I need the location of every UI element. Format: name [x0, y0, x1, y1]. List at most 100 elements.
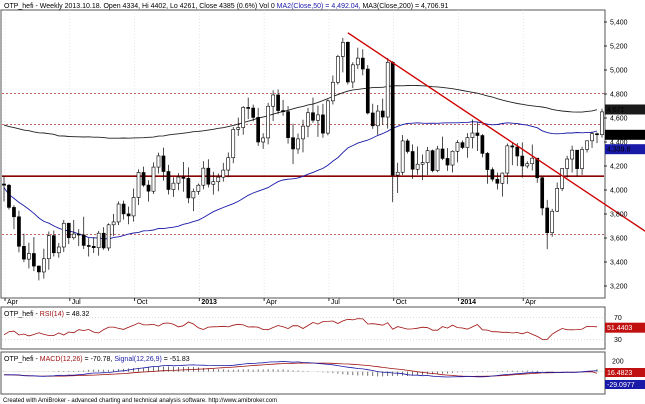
quote-info: - Weekly 2013.10.18. Open 4334, Hi 4402,…	[34, 3, 277, 10]
candle	[176, 173, 181, 191]
candle-body-up	[555, 188, 559, 212]
x-tick-label: Oct	[137, 299, 148, 306]
x-tick-label: Apr	[7, 299, 19, 306]
candle-body-down	[390, 62, 395, 176]
trendline-layer	[347, 32, 645, 232]
candle-body-up	[385, 62, 390, 118]
ma200-line	[3, 85, 598, 139]
candle	[331, 75, 335, 105]
candle-body-up	[350, 64, 355, 83]
candle	[191, 188, 196, 212]
candle	[346, 41, 350, 85]
candle-body-up	[341, 41, 345, 57]
x-tick-label: 2013	[201, 299, 217, 306]
candle	[151, 162, 156, 194]
candle-body-up	[96, 232, 101, 249]
candle-body-down	[12, 207, 16, 218]
candle	[311, 97, 315, 123]
candle	[495, 172, 500, 190]
candle-body-up	[336, 56, 340, 83]
candle-body-up	[565, 158, 569, 169]
candle	[181, 162, 186, 192]
candle	[76, 229, 81, 247]
candle	[395, 162, 400, 193]
candle	[12, 205, 16, 230]
candle-body-down	[545, 207, 550, 234]
candle-body-down	[311, 112, 315, 121]
candle-body-down	[286, 111, 290, 138]
candle-body-up	[261, 137, 265, 143]
rsi-panel-frame	[0, 306, 606, 350]
candle-body-down	[141, 172, 146, 186]
candle-body-up	[590, 133, 594, 142]
candle	[370, 103, 375, 129]
candle-body-down	[121, 203, 126, 215]
chart-title: OTP_hefi - Weekly 2013.10.18. Open 4334,…	[4, 3, 448, 10]
candle-body-down	[430, 150, 435, 171]
candle	[22, 233, 26, 263]
rsi-value-badge: 51.4403	[607, 325, 632, 332]
y-tick-label: 4,800	[610, 92, 628, 99]
candle	[560, 168, 564, 191]
candle	[156, 152, 161, 174]
rsi-title: OTP_hefi - RSI(14) = 48.32	[4, 311, 90, 318]
candle	[365, 65, 370, 115]
candle	[276, 89, 280, 115]
candle-body-down	[2, 183, 6, 186]
macd-value-badge: 16.4823	[607, 370, 632, 377]
candle	[525, 161, 530, 169]
rsi-line	[3, 318, 598, 340]
candle-body-down	[161, 155, 166, 172]
candle	[211, 171, 216, 195]
candle-body-up	[47, 235, 51, 260]
candle	[375, 105, 380, 135]
candle-body-down	[76, 233, 81, 236]
candle-body-down	[246, 107, 251, 109]
candle	[530, 144, 535, 171]
candle-body-up	[56, 246, 61, 254]
candle-body-down	[81, 234, 86, 246]
candle	[291, 123, 295, 165]
candle-body-up	[27, 253, 31, 260]
rsi-tick-label: 30	[614, 337, 622, 344]
candle-body-up	[216, 176, 221, 183]
candle	[166, 164, 171, 195]
candle	[301, 119, 305, 153]
candle-body-up	[326, 100, 330, 134]
candle-body-up	[355, 57, 360, 66]
rsi-indicator: RSI(14)	[40, 311, 64, 318]
candle	[186, 167, 191, 204]
candle	[565, 155, 569, 178]
signal-value-badge: -29.0977	[607, 382, 635, 389]
candle	[106, 223, 111, 251]
candle	[86, 238, 91, 257]
candle	[316, 105, 320, 137]
candle	[415, 146, 420, 175]
candle-body-down	[440, 148, 445, 159]
candle	[425, 146, 430, 176]
candle	[475, 122, 480, 151]
candle	[435, 145, 440, 173]
candle-body-up	[560, 168, 564, 189]
candle-body-up	[570, 149, 574, 160]
candle-body-up	[415, 163, 420, 170]
candle	[535, 157, 540, 183]
candle-body-up	[455, 142, 460, 152]
candle-body-down	[321, 114, 325, 134]
candle	[141, 166, 146, 187]
candle	[27, 242, 31, 269]
candle-body-down	[37, 265, 41, 273]
candle-body-up	[226, 157, 231, 171]
macd-value-badge-bg	[605, 368, 645, 377]
y-tick-label: 5,000	[610, 68, 628, 75]
y-tick-label: 3,800	[610, 212, 628, 219]
candle	[216, 173, 221, 192]
candle	[485, 151, 490, 184]
candle-body-up	[241, 107, 246, 128]
candle-body-down	[291, 137, 295, 150]
candle-body-up	[395, 171, 400, 176]
candle-body-down	[475, 132, 480, 136]
candle	[61, 220, 66, 253]
candle	[296, 133, 300, 154]
y-tick-label: 4,000	[610, 188, 628, 195]
